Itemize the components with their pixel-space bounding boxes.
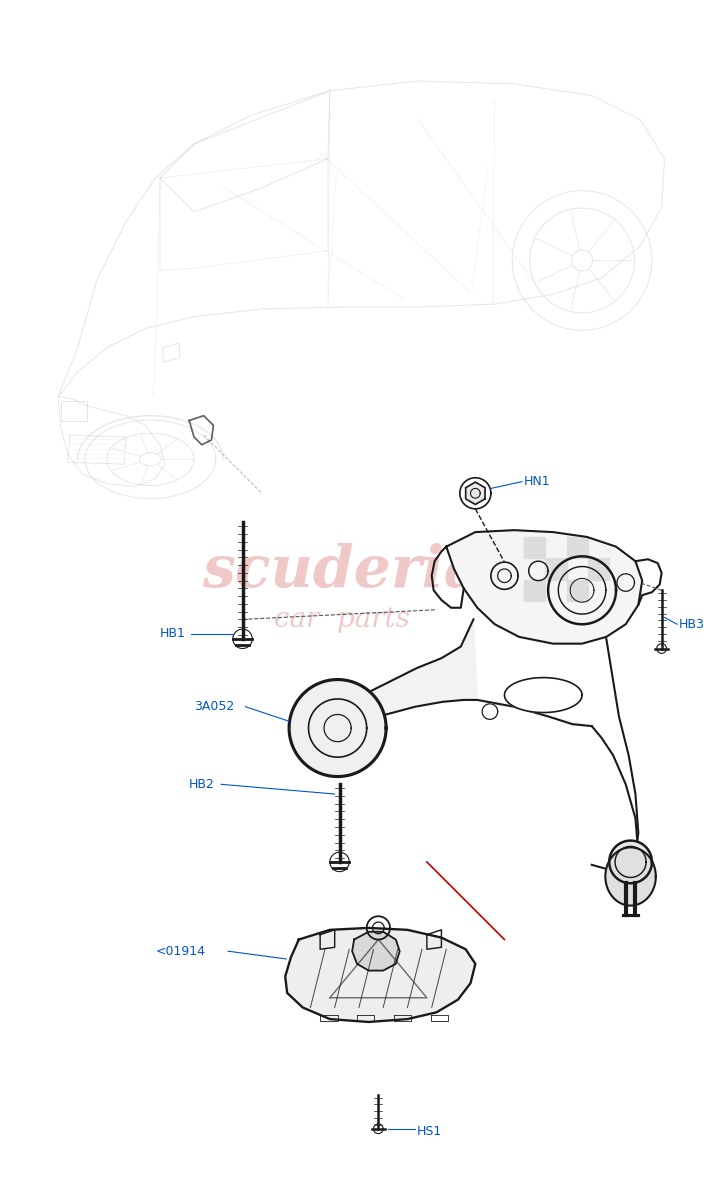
Polygon shape (446, 530, 642, 643)
Text: car  parts: car parts (274, 606, 410, 632)
Text: HB2: HB2 (189, 778, 215, 791)
Polygon shape (465, 482, 485, 504)
Polygon shape (605, 847, 656, 906)
Polygon shape (285, 928, 475, 1022)
Polygon shape (338, 619, 592, 740)
Polygon shape (352, 931, 400, 971)
Text: 3A052: 3A052 (194, 701, 234, 713)
Polygon shape (505, 678, 582, 713)
Text: scuderia: scuderia (201, 542, 482, 599)
Polygon shape (567, 536, 588, 558)
Polygon shape (567, 580, 588, 601)
Text: HS1: HS1 (417, 1126, 442, 1138)
Polygon shape (588, 558, 609, 580)
Polygon shape (289, 679, 386, 776)
Text: HB3: HB3 (679, 618, 704, 631)
Text: <01914: <01914 (155, 944, 206, 958)
Polygon shape (524, 580, 545, 601)
Polygon shape (482, 704, 498, 719)
Text: HB1: HB1 (160, 628, 186, 641)
Polygon shape (524, 536, 545, 558)
Polygon shape (545, 558, 567, 580)
Text: HN1: HN1 (524, 475, 551, 488)
Polygon shape (609, 840, 652, 883)
